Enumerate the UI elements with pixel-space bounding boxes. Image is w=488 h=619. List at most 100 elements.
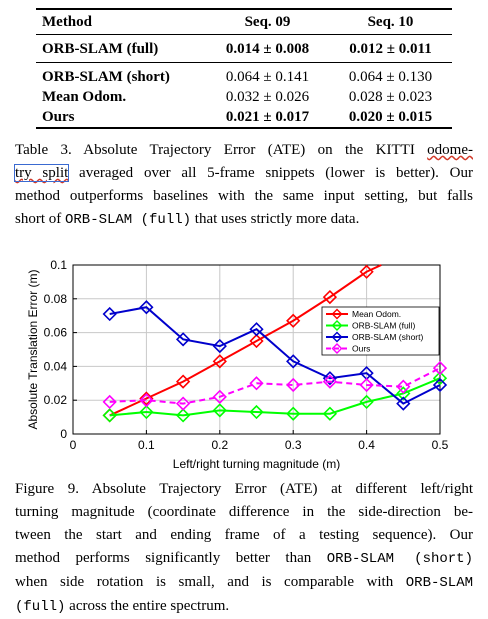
data-point [212, 354, 227, 369]
header-method: Method [42, 14, 92, 30]
y-tick-label: 0.1 [50, 258, 67, 272]
y-tick-label: 0.06 [44, 326, 68, 340]
caption-line: short of ORB-SLAM (full) that uses stric… [15, 208, 473, 232]
data-point [102, 394, 117, 410]
x-tick-label: 0.4 [358, 438, 375, 452]
caption-line: (full) across the entire spectrum. [15, 595, 473, 619]
data-point [212, 403, 227, 418]
row-seq09: 0.021 ± 0.017 [225, 109, 310, 125]
data-point [359, 264, 374, 279]
table-caption: Table 3. Absolute Trajectory Error (ATE)… [13, 139, 473, 232]
header-seq09: Seq. 09 [244, 14, 291, 30]
caption-text: averaged over all 5-frame snippets (lowe… [68, 165, 473, 181]
data-point [212, 338, 227, 354]
data-point [102, 408, 117, 423]
data-point [286, 313, 301, 328]
series-line [109, 367, 441, 405]
chart-legend: Mean Odom. ORB-SLAM (full)ORB-SLAM (short… [321, 306, 440, 356]
row-seq10: 0.012 ± 0.011 [349, 40, 432, 57]
data-point [212, 389, 227, 404]
caption-text: when side rotation is small, and is comp… [15, 574, 406, 590]
legend-label: Mean Odom. [352, 309, 401, 319]
series-line [109, 264, 382, 417]
caption-line: try split averaged over all 5-frame snip… [13, 162, 473, 185]
data-point [139, 391, 154, 406]
data-point [139, 404, 154, 420]
x-tick-label: 0.2 [211, 438, 228, 452]
caption-text: short of [15, 211, 65, 227]
caption-code: ORB-SLAM (full) [65, 212, 192, 228]
data-point [249, 333, 264, 349]
data-point [432, 360, 448, 376]
series-ours [102, 360, 448, 411]
legend-label: ORB-SLAM (short) [352, 332, 423, 342]
row-method: ORB-SLAM (full) [42, 40, 159, 57]
figure-caption: Figure 9. Absolute Trajectory Error (ATE… [15, 478, 473, 619]
data-point [286, 377, 301, 393]
row-seq09: 0.032 ± 0.026 [225, 89, 310, 105]
caption-code: ORB-SLAM (short) [326, 551, 473, 567]
data-point [359, 394, 374, 410]
ate-line-chart: 0 0.1 0.2 0.3 0.4 0.5 0 0.02 0.04 0.06 0.08 0.1 Lef… [26, 258, 449, 471]
y-tick-label: 0 [60, 427, 67, 441]
data-point [139, 393, 154, 408]
caption-text: Table 3. Absolute Trajectory Error (ATE)… [15, 142, 428, 158]
header-seq10: Seq. 10 [367, 14, 414, 30]
legend-swatch-marker [331, 331, 343, 343]
caption-line: method outperforms baselines with the sa… [15, 188, 473, 204]
row-seq10: 0.064 ± 0.130 [348, 69, 433, 85]
data-point [359, 377, 374, 393]
data-point [249, 322, 264, 337]
plot-frame [72, 264, 441, 435]
data-point [102, 306, 117, 322]
row-method: Ours [42, 109, 75, 125]
legend-label: ORB-SLAM (full) [352, 321, 415, 331]
y-axis-label: Absolute Translation Error (m) [26, 269, 40, 429]
caption-text: method performs significantly better tha… [15, 550, 327, 566]
table-row: Ours 0.021 ± 0.017 0.020 ± 0.015 [36, 107, 452, 128]
data-point [322, 406, 338, 421]
table-row: Mean Odom. 0.032 ± 0.026 0.028 ± 0.023 [36, 87, 452, 107]
caption-line: Figure 9. Absolute Trajectory Error (ATE… [15, 481, 473, 497]
spellcheck-word: try split [13, 164, 70, 182]
legend-label: Ours [352, 344, 370, 354]
caption-code: ORB-SLAM [405, 575, 473, 591]
data-point [322, 289, 338, 305]
legend-swatch-marker [331, 308, 343, 320]
data-point [396, 386, 411, 401]
legend-swatch-marker [331, 343, 343, 354]
caption-line: when side rotation is small, and is comp… [15, 571, 473, 595]
table-row: ORB-SLAM (short) 0.064 ± 0.141 0.064 ± 0… [36, 63, 452, 88]
series-orb-slam-full [102, 371, 448, 423]
data-point [396, 396, 411, 411]
row-seq09: 0.014 ± 0.008 [225, 40, 310, 57]
spellcheck-word: odome- [427, 142, 473, 158]
x-tick-label: 0.3 [285, 438, 302, 452]
data-point [175, 332, 191, 347]
ate-table: Method Seq. 09 Seq. 10 ORB-SLAM (full) 0… [36, 8, 452, 129]
axis-ticks: 0 0.1 0.2 0.3 0.4 0.5 0 0.02 0.04 0.06 0.08 0.1 [44, 258, 449, 452]
series-mean-odom [102, 264, 382, 423]
data-point [175, 374, 191, 389]
caption-text: across the entire spectrum. [65, 598, 230, 614]
data-point [139, 300, 154, 315]
caption-line: Table 3. Absolute Trajectory Error (ATE)… [15, 139, 473, 162]
y-tick-label: 0.02 [44, 393, 68, 407]
table-row: ORB-SLAM (full) 0.014 ± 0.008 0.012 ± 0.… [36, 35, 452, 63]
legend-swatch-marker [331, 320, 343, 331]
caption-line: turning magnitude (coordinate difference… [15, 504, 473, 520]
data-point [249, 376, 264, 391]
data-point [432, 377, 448, 393]
data-point [249, 404, 264, 420]
data-point [322, 371, 338, 386]
y-tick-label: 0.08 [44, 292, 68, 306]
caption-line: method performs significantly better tha… [15, 547, 473, 571]
y-tick-label: 0.04 [44, 359, 68, 373]
caption-text: that uses strictly more data. [191, 211, 360, 227]
x-tick-label: 0 [70, 438, 77, 452]
caption-line: tween the start and ending frame of a te… [15, 527, 473, 543]
table-header-row: Method Seq. 09 Seq. 10 [36, 9, 452, 35]
row-seq10: 0.028 ± 0.023 [348, 89, 433, 105]
x-tick-label: 0.5 [432, 438, 449, 452]
data-point [286, 354, 301, 369]
